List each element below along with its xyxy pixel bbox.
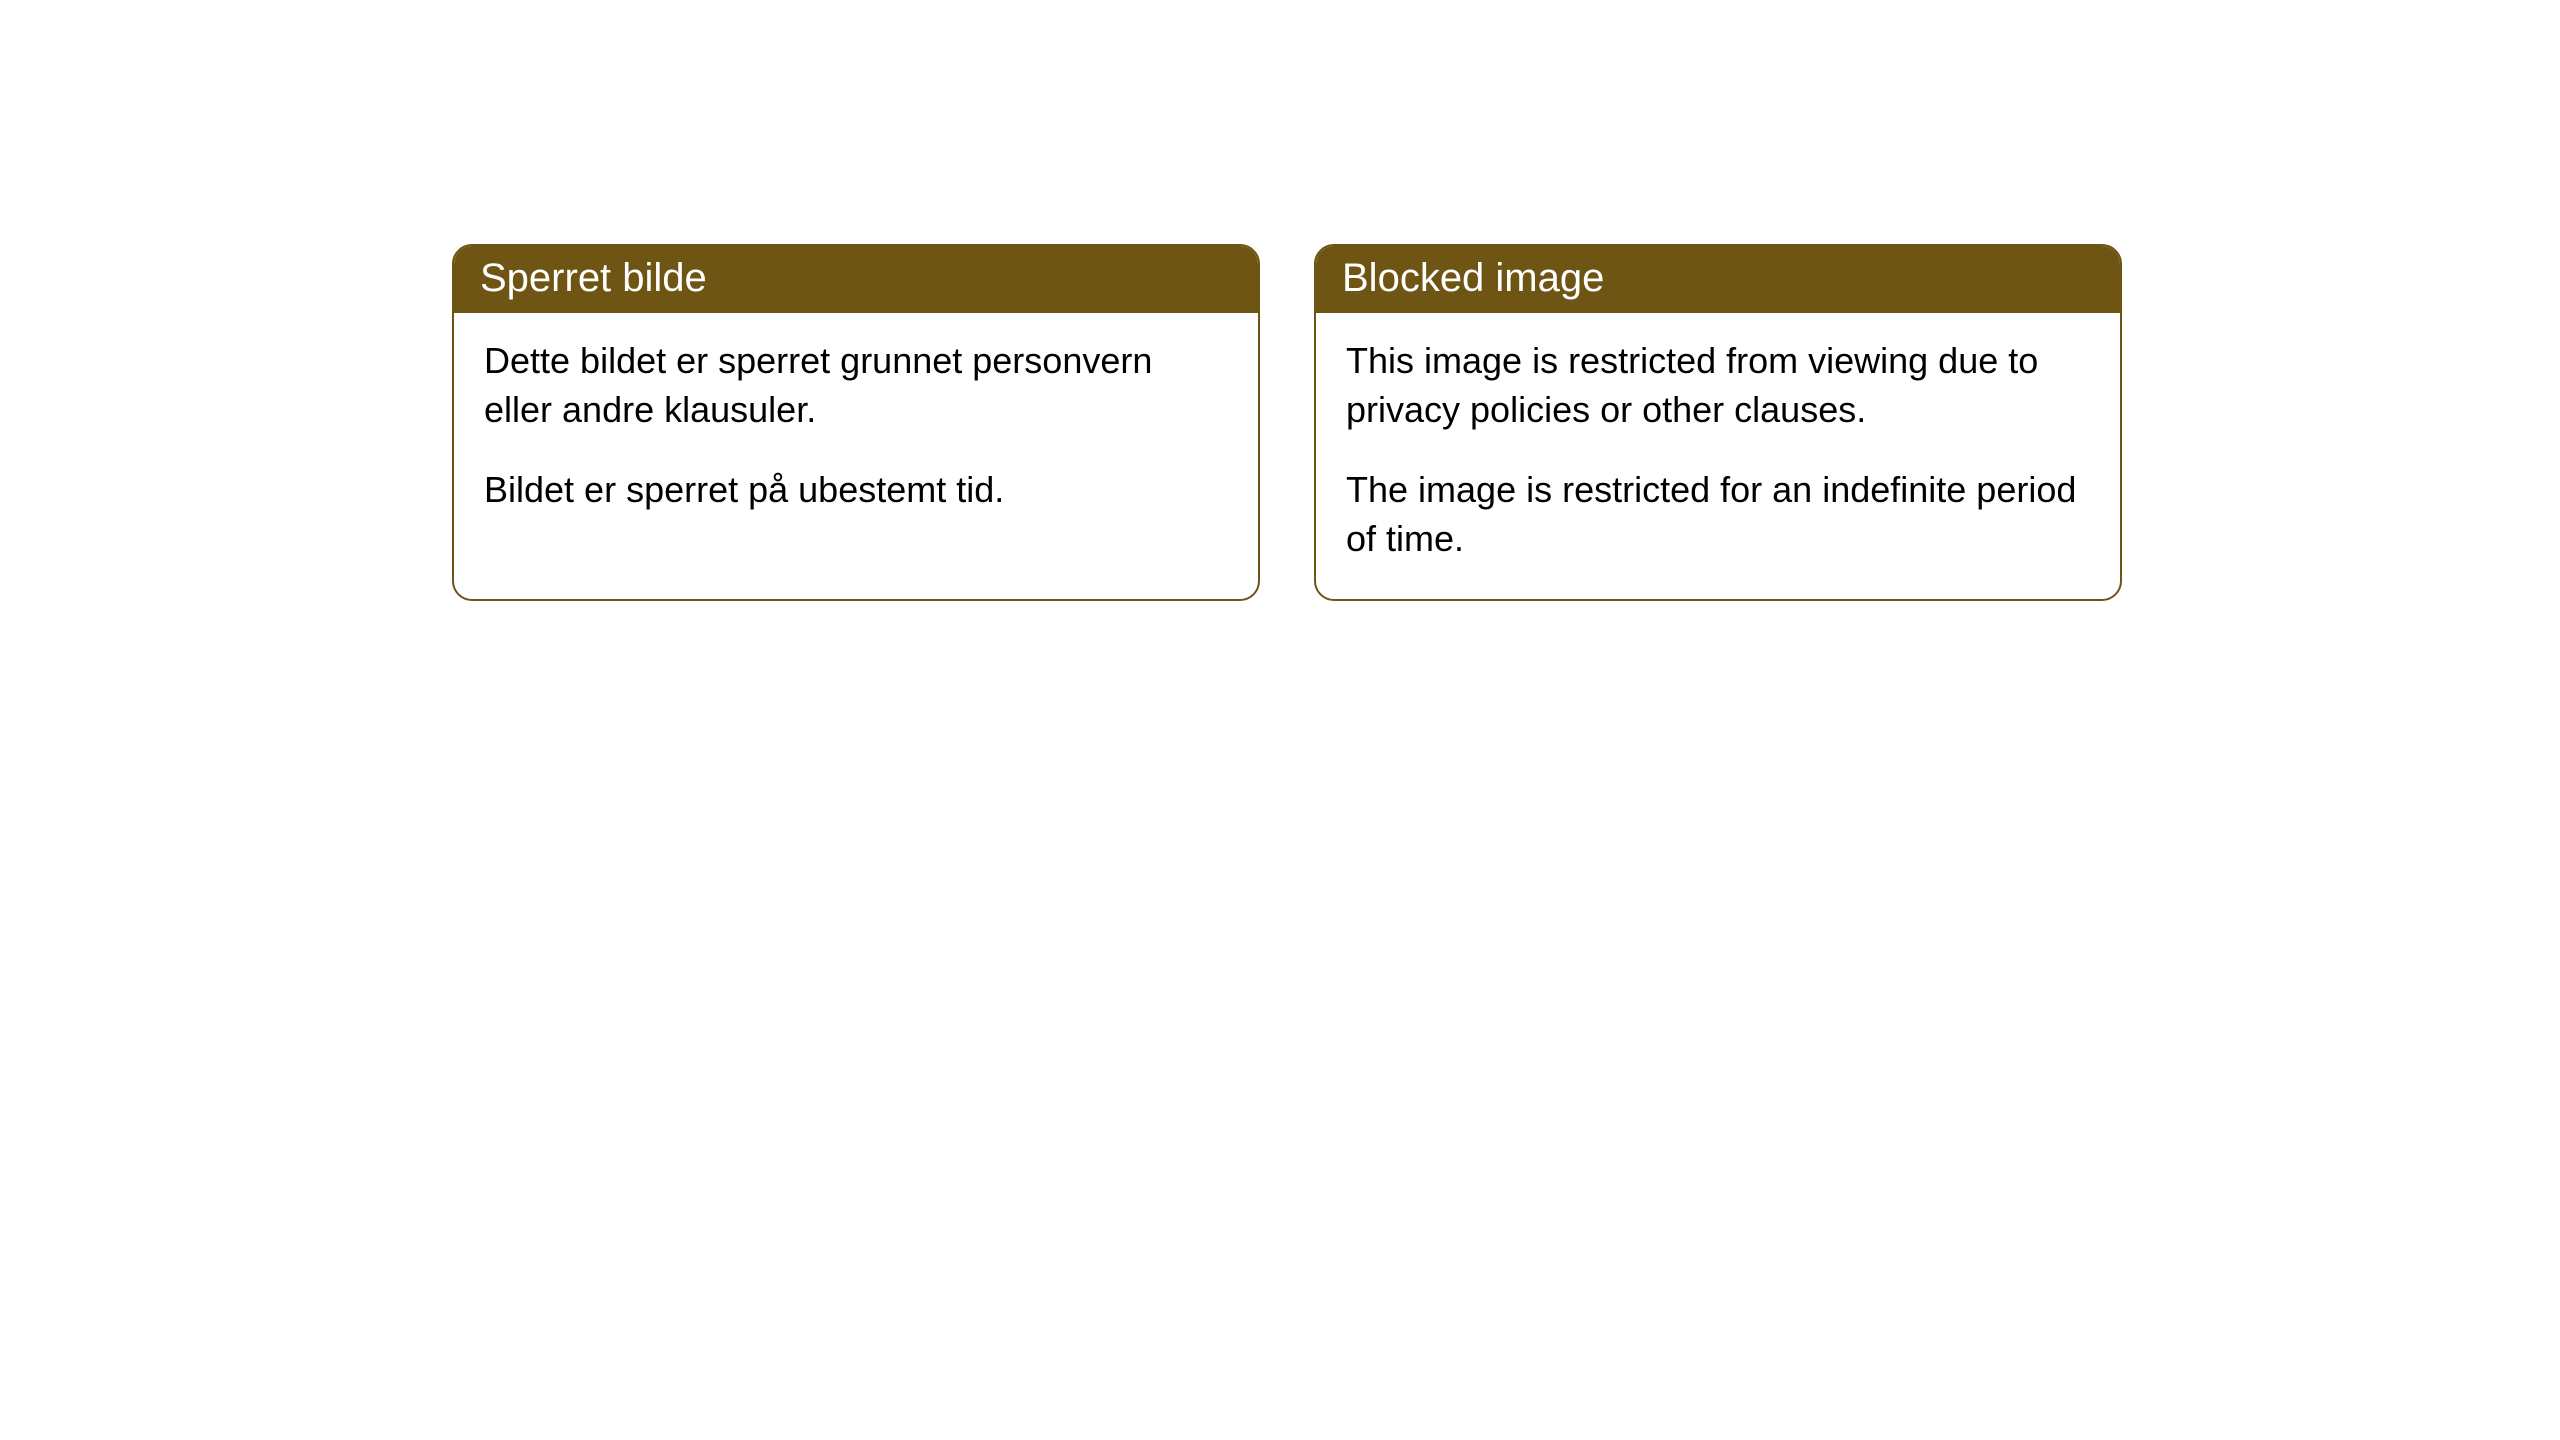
- card-paragraph-right-2: The image is restricted for an indefinit…: [1346, 466, 2090, 563]
- card-body-left: Dette bildet er sperret grunnet personve…: [454, 313, 1258, 551]
- card-paragraph-right-1: This image is restricted from viewing du…: [1346, 337, 2090, 434]
- card-paragraph-left-2: Bildet er sperret på ubestemt tid.: [484, 466, 1228, 515]
- card-header-right: Blocked image: [1316, 246, 2120, 313]
- blocked-image-card-english: Blocked image This image is restricted f…: [1314, 244, 2122, 601]
- card-title-right: Blocked image: [1342, 256, 1604, 300]
- card-header-left: Sperret bilde: [454, 246, 1258, 313]
- card-paragraph-left-1: Dette bildet er sperret grunnet personve…: [484, 337, 1228, 434]
- blocked-image-card-norwegian: Sperret bilde Dette bildet er sperret gr…: [452, 244, 1260, 601]
- card-title-left: Sperret bilde: [480, 256, 707, 300]
- notice-cards-container: Sperret bilde Dette bildet er sperret gr…: [452, 244, 2122, 601]
- card-body-right: This image is restricted from viewing du…: [1316, 313, 2120, 599]
